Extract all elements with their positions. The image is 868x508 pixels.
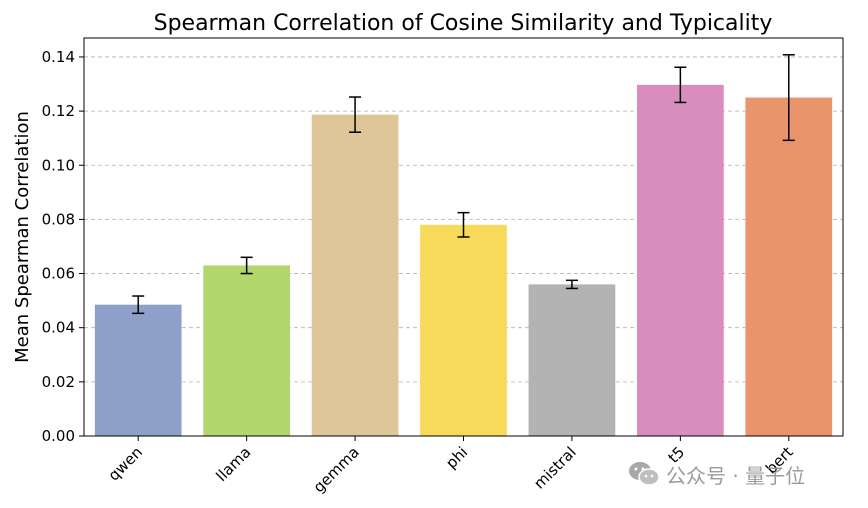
bar-gemma <box>311 114 399 436</box>
error-bar-llama <box>240 256 253 275</box>
y-tick-label: 0.00 <box>42 427 75 445</box>
x-tick-label-qwen: qwen <box>105 443 146 484</box>
bar-llama <box>203 265 291 436</box>
bar-mistral <box>528 284 616 436</box>
error-bar-gemma <box>349 96 362 133</box>
error-bar-t5 <box>674 66 687 104</box>
y-tick-label: 0.02 <box>42 373 75 391</box>
wechat-icon <box>628 460 660 488</box>
y-tick-label: 0.14 <box>42 48 75 66</box>
chart-title: Spearman Correlation of Cosine Similarit… <box>154 11 773 36</box>
error-bar-phi <box>457 211 470 238</box>
error-bar-bert <box>782 54 795 142</box>
bars <box>94 84 833 437</box>
y-tick-label: 0.08 <box>42 210 75 228</box>
bar-phi <box>420 224 507 436</box>
bar-t5 <box>636 84 724 437</box>
x-tick-label-llama: llama <box>213 443 255 485</box>
y-tick-label: 0.10 <box>42 156 75 174</box>
y-tick-label: 0.06 <box>42 265 75 283</box>
x-tick-label-gemma: gemma <box>310 443 363 496</box>
error-bars <box>132 54 795 315</box>
watermark: 公众号 · 量子位 <box>628 458 805 490</box>
y-ticks: 0.00 0.02 0.04 0.06 0.08 0.10 0.12 0.14 <box>42 48 84 445</box>
error-bar-qwen <box>132 295 145 315</box>
x-tick-label-mistral: mistral <box>530 443 580 493</box>
watermark-text: 公众号 · 量子位 <box>666 463 806 488</box>
y-tick-label: 0.04 <box>42 319 75 337</box>
y-axis-label: Mean Spearman Correlation <box>12 111 33 363</box>
bar-bert <box>745 97 833 436</box>
x-tick-label-phi: phi <box>442 443 471 472</box>
bar-qwen <box>94 304 182 436</box>
y-tick-label: 0.12 <box>42 102 75 120</box>
error-bar-mistral <box>565 279 578 290</box>
